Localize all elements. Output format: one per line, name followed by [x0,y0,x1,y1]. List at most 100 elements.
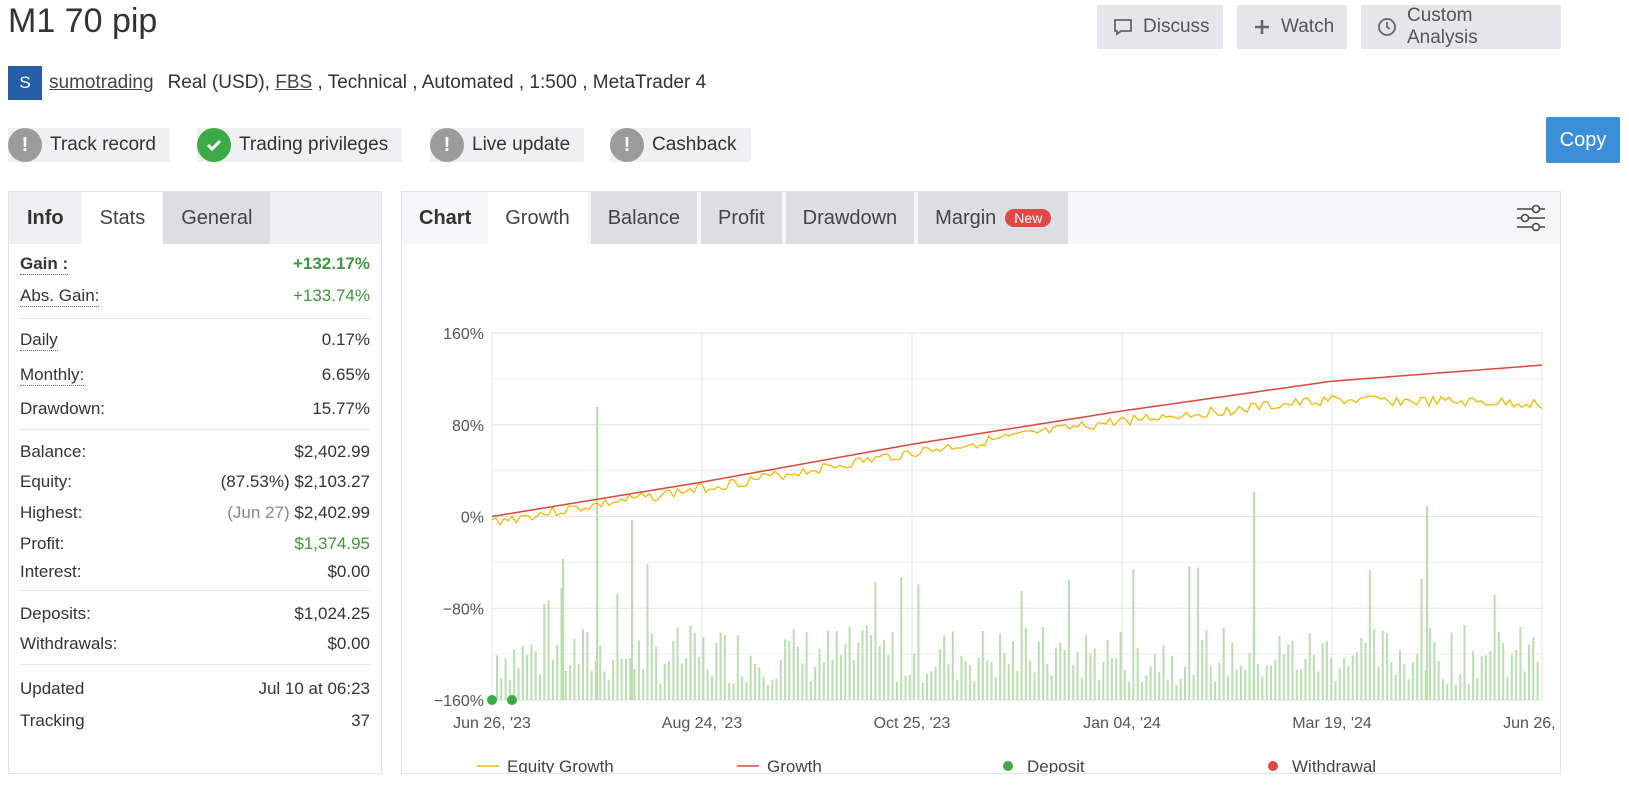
activity-bar-spike [1253,492,1256,700]
activity-bar [1403,664,1406,700]
activity-bar [792,629,795,700]
stat-balance: Balance: $2,402.99 [20,430,370,466]
x-tick-label: Jan 04, '24 [1083,715,1161,732]
activity-bar [1510,654,1513,700]
activity-bar [1476,677,1479,700]
activity-bar [1519,626,1522,700]
activity-bar [943,635,946,700]
activity-bar [1536,661,1539,700]
stat-label[interactable]: Abs. Gain: [20,285,100,307]
activity-bar [964,660,967,700]
watch-button[interactable]: Watch [1237,5,1347,49]
copy-button[interactable]: Copy [1546,117,1620,163]
stat-label[interactable]: Gain : [20,253,69,275]
activity-bar [788,640,791,700]
activity-bar [655,646,658,700]
growth-chart[interactable]: 160% 80% 0% −80% −160% Jun 26, '23 Aug 24, '2… [402,244,1581,776]
activity-bar [534,651,537,700]
stat-value-group: (Jun 27) $2,402.99 [227,503,370,523]
activity-bar [1274,660,1277,700]
activity-bar [1166,679,1169,700]
tab-drawdown[interactable]: Drawdown [785,192,915,244]
stat-value: $0.00 [327,561,370,581]
tab-stats[interactable]: Stats [81,192,164,244]
tab-growth[interactable]: Growth [488,192,587,244]
tab-profit[interactable]: Profit [700,192,782,244]
activity-bar [1063,649,1066,700]
account-type: Real (USD), [167,72,270,93]
stat-label[interactable]: Monthly: [20,364,85,386]
activity-bar [719,632,722,700]
activity-bar [900,577,903,700]
tab-general[interactable]: General [163,192,271,244]
stat-value: +132.17% [292,254,370,273]
activity-bar [728,682,731,700]
stat-deposits: Deposits: $1,024.25 [20,591,370,629]
tab-margin[interactable]: Margin New [918,192,1069,244]
broker-link[interactable]: FBS [275,72,313,93]
activity-bar [1399,650,1401,700]
activity-bar [1227,676,1229,700]
activity-bar [607,679,610,700]
activity-bar [1330,657,1333,700]
activity-bar [977,657,980,700]
stat-label: Withdrawals: [20,633,118,653]
owner-link[interactable]: sumotrading [49,72,154,93]
trading-privileges-label: Trading privileges [239,134,389,155]
stat-profit: Profit: $1,374.95 [20,528,370,559]
activity-bar [926,674,928,700]
activity-bar [539,674,541,700]
activity-bar [870,635,873,700]
tab-chart[interactable]: Chart [419,206,472,229]
activity-bar [1308,633,1311,700]
activity-bar [1184,666,1186,700]
tab-balance[interactable]: Balance [590,192,697,244]
track-record-badge[interactable]: ! Track record [8,128,170,162]
legend-swatch [1268,761,1278,771]
stat-abs-gain: Abs. Gain: +133.74% [20,280,370,318]
activity-bar [749,655,752,700]
stat-daily: Daily 0.17% [20,319,370,357]
tab-info[interactable]: Info [27,206,64,229]
activity-bar [883,640,885,700]
settings-sliders-icon[interactable] [1516,204,1546,232]
trading-privileges-badge[interactable]: Trading privileges [197,128,403,162]
activity-bar [1515,650,1518,700]
activity-bar [586,632,589,700]
deposit-marker [507,695,517,705]
activity-bar [1463,625,1466,700]
activity-bar [504,658,507,700]
discuss-button[interactable]: Discuss [1097,5,1223,49]
activity-bar [887,654,890,700]
stat-label[interactable]: Daily [20,329,58,351]
comment-icon [1114,19,1132,36]
activity-bar [646,563,649,700]
avatar[interactable]: S [8,66,42,100]
activity-bar [1231,642,1234,700]
x-tick-label: Aug 24, '23 [662,715,743,732]
activity-bar [698,656,701,700]
activity-bar [1007,664,1010,700]
activity-bar [650,633,653,700]
plus-icon [1255,20,1269,34]
activity-bar [878,645,881,700]
activity-bar [1123,670,1126,700]
activity-bar [805,632,808,700]
activity-bar [551,659,554,700]
activity-bar [754,663,756,700]
x-tick-label: Jun 26, '23 [453,715,531,732]
activity-bar [1050,675,1053,700]
stats-list: Gain : +132.17% Abs. Gain: +133.74% Dail… [9,244,381,737]
activity-bar [1119,631,1122,700]
chart-tabs: Chart Growth Balance Profit Drawdown Mar… [402,192,1560,244]
activity-bar [1321,643,1324,700]
live-update-badge[interactable]: ! Live update [430,128,585,162]
activity-bar [852,660,855,700]
stat-label: Interest: [20,561,82,581]
custom-analysis-button[interactable]: Custom Analysis [1361,5,1561,49]
activity-bar [573,638,576,700]
activity-bar [1059,642,1062,700]
cashback-badge[interactable]: ! Cashback [610,128,751,162]
activity-bar [590,670,593,700]
activity-bar [1055,647,1057,700]
